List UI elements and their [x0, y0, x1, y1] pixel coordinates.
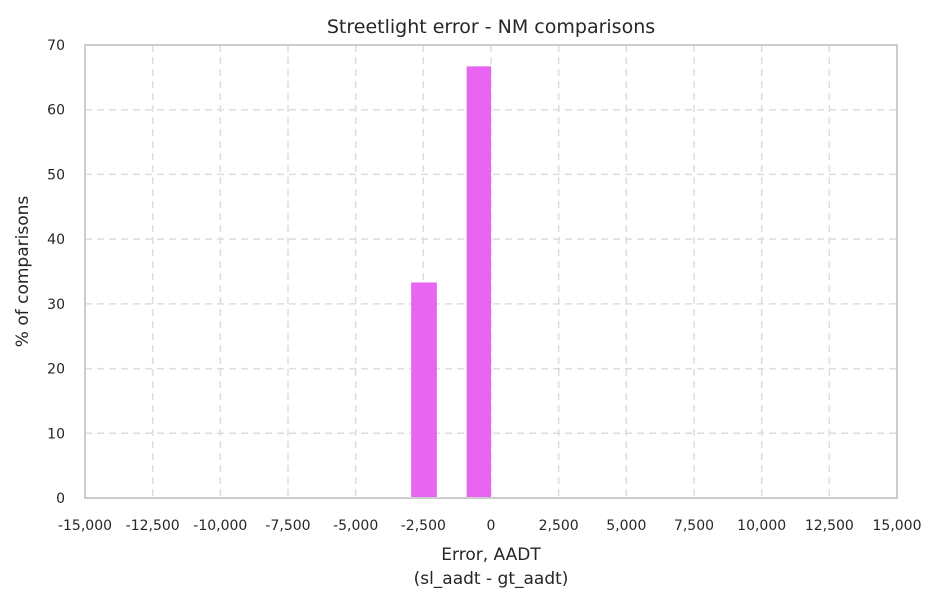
x-axis-sublabel: (sl_aadt - gt_aadt) — [414, 569, 569, 589]
y-tick-label: 50 — [47, 167, 65, 183]
bar — [411, 282, 437, 498]
x-tick-label: -5,000 — [333, 518, 378, 534]
bar — [466, 66, 491, 498]
x-tick-labels: -15,000 -12,500 -10,000 -7,500 -5,000 -2,500 0… — [58, 518, 922, 534]
y-tick-label: 20 — [47, 362, 65, 378]
x-tick-label: 15,000 — [873, 518, 922, 534]
y-axis-label: % of comparisons — [13, 196, 33, 348]
y-tick-label: 60 — [47, 103, 65, 119]
y-tick-label: 0 — [56, 491, 65, 507]
y-tick-labels: 0 10 20 30 40 50 60 70 — [47, 38, 65, 507]
x-tick-label: 2,500 — [539, 518, 579, 534]
y-tick-label: 10 — [47, 426, 65, 442]
x-tick-label: -7,500 — [265, 518, 310, 534]
x-tick-label: 0 — [487, 518, 496, 534]
y-tick-label: 40 — [47, 232, 65, 248]
bars — [411, 66, 491, 498]
y-tick-label: 70 — [47, 38, 65, 54]
x-tick-label: -12,500 — [126, 518, 180, 534]
x-tick-label: 10,000 — [737, 518, 786, 534]
x-axis-label: Error, AADT — [441, 545, 541, 565]
x-tick-label: 7,500 — [674, 518, 714, 534]
x-tick-label: -15,000 — [58, 518, 112, 534]
y-tick-label: 30 — [47, 297, 65, 313]
x-tick-label: 5,000 — [606, 518, 646, 534]
grid — [85, 45, 897, 498]
x-tick-label: -2,500 — [401, 518, 446, 534]
chart-title: Streetlight error - NM comparisons — [327, 16, 655, 38]
plot-frame — [84, 44, 898, 499]
x-tick-label: -10,000 — [193, 518, 247, 534]
x-tick-label: 12,500 — [805, 518, 854, 534]
